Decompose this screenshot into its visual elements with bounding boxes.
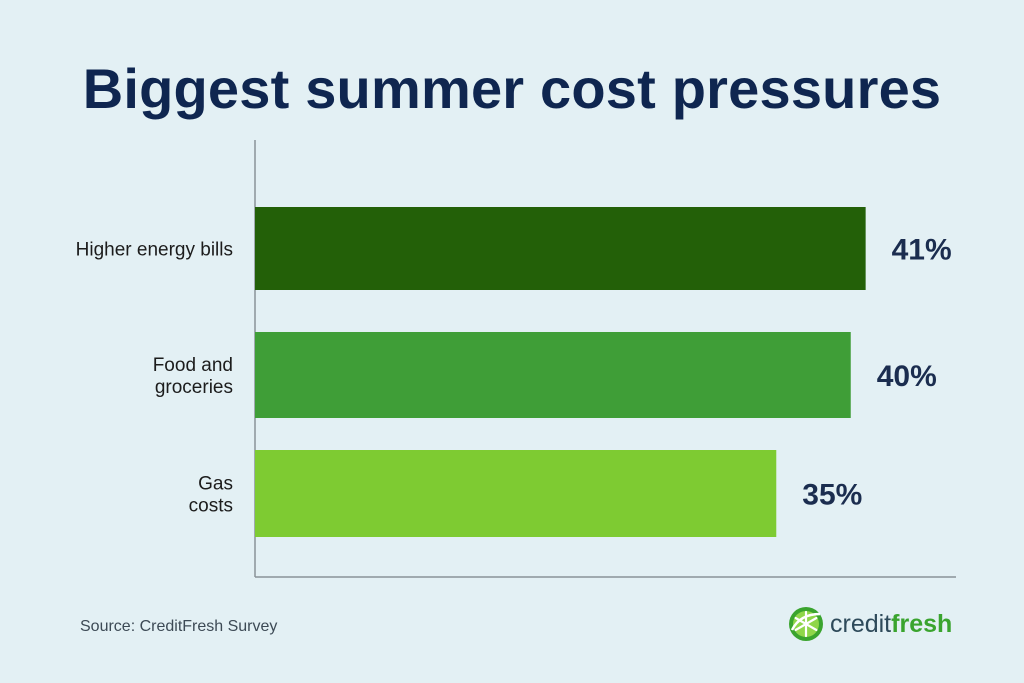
category-label-line: Higher energy bills: [76, 240, 233, 261]
category-label-2: Food and groceries: [153, 355, 233, 398]
lime-slice-icon: [789, 607, 823, 641]
category-label-line: Food and: [153, 355, 233, 376]
category-label-line: costs: [189, 496, 233, 517]
category-labels-group: Higher energy bills Food and groceries Gas c…: [76, 240, 233, 517]
bar-3: [255, 450, 777, 537]
source-note: Source: CreditFresh Survey: [80, 618, 278, 635]
value-label-3: 35%: [802, 479, 862, 512]
value-label-1: 41%: [892, 234, 952, 267]
bar-2: [255, 332, 851, 418]
category-label-3: Gas costs: [189, 474, 233, 517]
category-label-1: Higher energy bills: [76, 240, 233, 261]
value-label-2: 40%: [877, 360, 937, 393]
value-labels-group: 41% 40% 35%: [802, 234, 951, 512]
brand-name: creditfresh: [830, 609, 953, 638]
bar-1: [255, 207, 866, 290]
category-label-line: groceries: [155, 377, 233, 398]
brand-name-regular: credit: [830, 609, 892, 638]
creditfresh-logo: creditfresh: [788, 606, 952, 642]
brand-name-bold: fresh: [891, 609, 953, 638]
chart-title: Biggest summer cost pressures: [82, 57, 942, 120]
bars-group: [255, 207, 866, 537]
category-label-line: Gas: [198, 474, 233, 495]
